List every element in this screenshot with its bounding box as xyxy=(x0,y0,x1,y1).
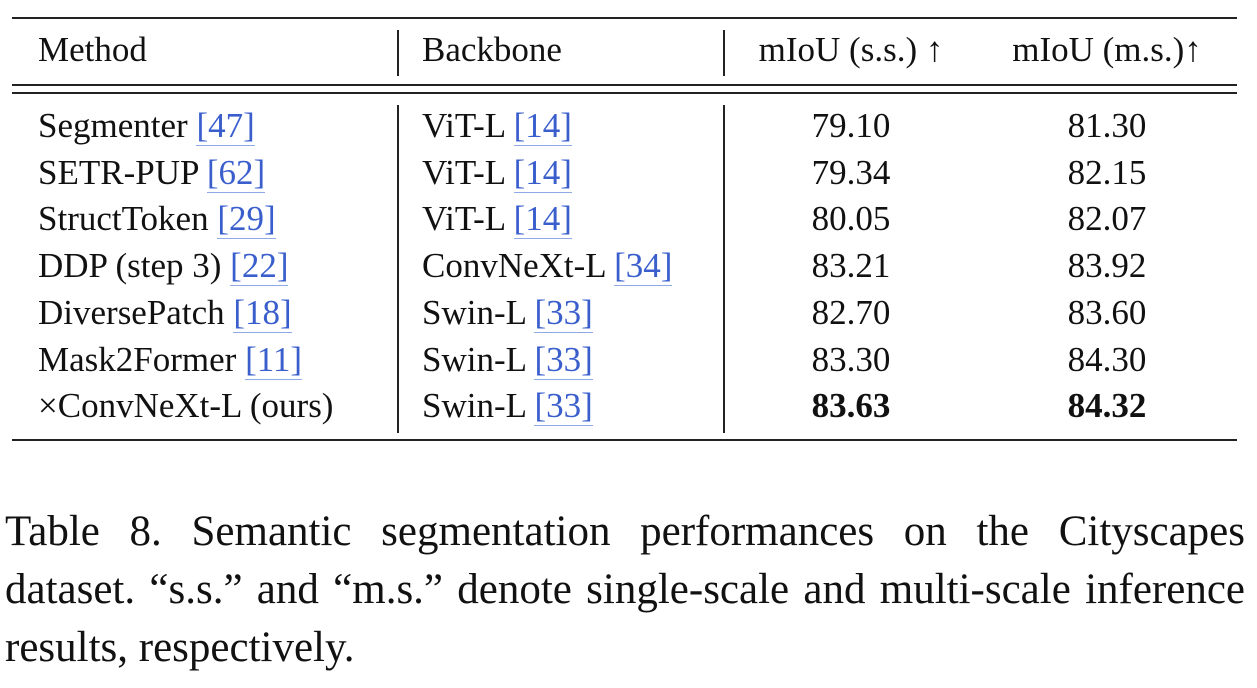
column-header: mIoU (m.s.)↑ xyxy=(1012,30,1202,69)
ms-value: 82.15 xyxy=(1067,152,1147,192)
backbone-name: Swin-L xyxy=(422,339,526,379)
backbone-cell: Swin-L [33] xyxy=(422,383,593,429)
backbone-name: ConvNeXt-L xyxy=(422,246,606,286)
citation: [33] xyxy=(534,339,593,380)
backbone-cell: Swin-L [33] xyxy=(422,290,593,336)
citation: [47] xyxy=(196,106,255,146)
ms-value: 84.32 xyxy=(1067,386,1147,426)
citation: [33] xyxy=(534,386,593,427)
method-name: DDP (step 3) xyxy=(38,246,222,286)
backbone-name: Swin-L xyxy=(422,386,526,426)
method-name: Mask2Former xyxy=(38,339,237,379)
ss-value: 83.63 xyxy=(811,386,891,426)
backbone-name: ViT-L xyxy=(422,152,505,192)
method-name: Segmenter xyxy=(38,106,188,145)
method-name: SETR-PUP xyxy=(38,152,199,192)
backbone-cell: ViT-L [14] xyxy=(422,103,572,149)
citation: [34] xyxy=(614,246,673,287)
citation: [11] xyxy=(245,339,303,380)
ss-value: 82.70 xyxy=(811,292,891,332)
citation: [33] xyxy=(534,292,593,333)
ms-value: 82.07 xyxy=(1067,199,1147,239)
method-name: DiversePatch xyxy=(38,292,225,332)
column-divider xyxy=(723,105,725,433)
backbone-cell: Swin-L [33] xyxy=(422,337,593,383)
backbone-cell: ConvNeXt-L [34] xyxy=(422,243,673,289)
header-rule xyxy=(12,92,1237,94)
ss-value: 79.10 xyxy=(811,106,891,145)
ss-value: 83.30 xyxy=(811,339,891,379)
citation: [14] xyxy=(513,199,572,240)
column-divider xyxy=(723,30,725,76)
citation: [29] xyxy=(217,199,276,240)
header-rule xyxy=(12,84,1237,86)
method-cell: Segmenter [47] xyxy=(38,103,255,149)
backbone-cell: ViT-L [14] xyxy=(422,150,572,196)
method-cell: DiversePatch [18] xyxy=(38,290,292,336)
citation: [14] xyxy=(513,106,572,146)
backbone-cell: ViT-L [14] xyxy=(422,196,572,242)
ms-value: 81.30 xyxy=(1067,106,1147,145)
top-rule xyxy=(12,17,1237,19)
column-divider xyxy=(397,105,399,433)
backbone-name: ViT-L xyxy=(422,106,505,145)
method-name: ×ConvNeXt-L (ours) xyxy=(38,386,334,426)
ss-value: 83.21 xyxy=(811,246,891,286)
ms-value: 83.92 xyxy=(1067,246,1147,286)
column-header: Method xyxy=(38,30,147,69)
method-name: StructToken xyxy=(38,199,209,239)
caption: Table 8. Semantic segmentation performan… xyxy=(5,508,1245,671)
method-cell: SETR-PUP [62] xyxy=(38,150,266,196)
citation: [14] xyxy=(513,152,572,193)
citation: [18] xyxy=(233,292,292,333)
ss-value: 79.34 xyxy=(811,152,891,192)
backbone-name: ViT-L xyxy=(422,199,505,239)
method-cell: ×ConvNeXt-L (ours) xyxy=(38,383,333,429)
column-header: Backbone xyxy=(422,30,562,69)
method-cell: DDP (step 3) [22] xyxy=(38,243,289,289)
method-cell: StructToken [29] xyxy=(38,196,276,242)
citation: [22] xyxy=(230,246,289,287)
column-header: mIoU (s.s.) ↑ xyxy=(758,30,944,69)
ss-value: 80.05 xyxy=(811,199,891,239)
backbone-name: Swin-L xyxy=(422,292,526,332)
citation: [62] xyxy=(206,152,266,193)
bottom-rule xyxy=(12,439,1237,441)
ms-value: 84.30 xyxy=(1067,339,1147,379)
column-divider xyxy=(397,30,399,76)
ms-value: 83.60 xyxy=(1067,292,1147,332)
method-cell: Mask2Former [11] xyxy=(38,337,303,383)
